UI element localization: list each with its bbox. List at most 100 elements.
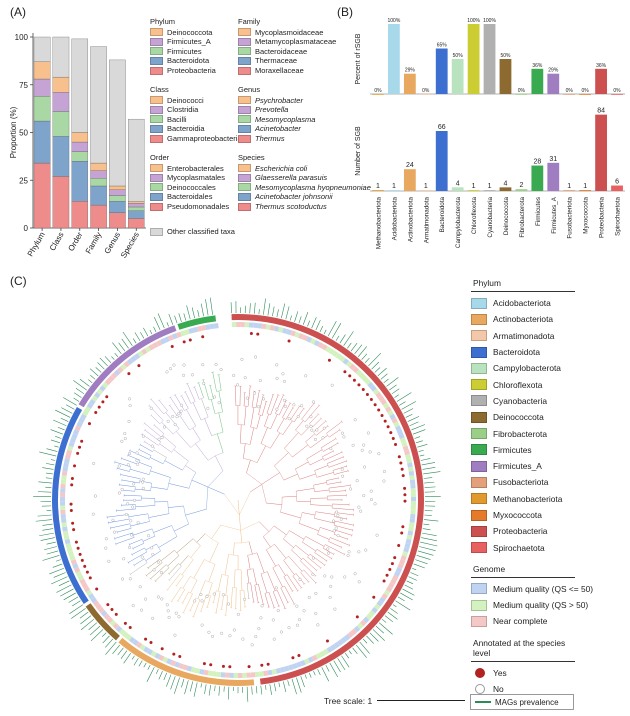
tree-branch [147,567,149,570]
category-label: Armatimonadota [423,197,430,244]
tree-branch [131,553,133,555]
prevalence-spike [413,563,425,569]
tree-branch [286,574,298,591]
tree-branch [267,427,271,430]
tree-branch [286,400,288,402]
tree-branch [267,571,276,591]
percent-bar [563,94,576,95]
prevalence-spike [348,650,352,655]
prevalence-spike [418,449,424,452]
tree-branch [302,557,317,571]
species-dot [105,395,109,399]
legend-order-item: Pseudomonadales [150,202,229,212]
tree-branch [335,438,337,440]
prevalence-spike [406,580,414,585]
tree-branch [260,443,266,446]
tree-branch [133,528,153,536]
prevalence-spike [333,660,341,673]
legend-phylum-label: Campylobacterota [493,363,561,374]
tree-branch [145,560,148,563]
genome-ring-segment [296,661,302,668]
prevalence-spike [372,629,385,641]
bar-segment [52,136,70,177]
legend-species: Species Escherichia coli Glaesserella par… [238,154,371,211]
legend-label: Firmicutes_A [167,37,211,47]
prevalence-spike [402,588,415,596]
tip-node [228,634,232,638]
tree-branch [221,595,224,610]
tip-node [173,633,177,637]
tree-branch [299,406,301,408]
tree-branch [170,396,172,398]
genome-ring-segment [64,538,71,545]
tree-branch [295,468,298,475]
tree-branch [211,538,219,543]
tree-branch [159,399,161,401]
tree-branch [218,374,222,391]
prevalence-spike [131,655,135,660]
x-tick-label: Species [119,231,141,260]
tip-node [342,435,346,439]
tree-branch [129,573,131,575]
prevalence-spike [50,429,64,435]
tree-branch [295,491,297,497]
tree-branch [301,586,303,588]
tree-branch [264,571,268,573]
legend-label: Bacteroidia [167,124,205,134]
species-dot [400,467,404,471]
tree-branch [327,465,329,468]
legend-label: Thermus scotoductus [255,201,327,211]
genome-ring-segment [389,413,396,420]
tree-branch [116,508,136,511]
tree-branch [176,575,184,587]
tree-branch [237,499,240,515]
genome-ring-segment [63,462,69,468]
genome-ring-segment [126,358,134,365]
legend-genome-label: Near complete [493,616,548,627]
tree-branch [303,583,305,585]
tree-branch [195,440,201,444]
tree-branch [301,418,304,421]
prevalence-spike [63,592,76,601]
legend-phylum-label: Actinobacteriota [493,314,554,325]
tree-branch [284,418,287,420]
percent-bar [467,24,480,94]
legend-phylum-label: Fusobacteriota [493,477,549,488]
tree-branch [129,469,131,472]
tip-node [316,623,320,627]
genome-ring-segment [350,628,358,636]
count-bar-label: 28 [533,159,541,166]
tree-branch [294,603,296,605]
genome-ring-segment [186,665,193,672]
tree-branch [166,589,168,591]
percent-bar-label: 0% [613,88,621,94]
tree-branch [326,559,328,561]
bar-segment [52,176,70,229]
legend-phylum-row: Fusobacteriota [471,474,575,490]
prevalence-spike [166,322,169,327]
tip-node [366,431,370,435]
tree-branch [187,382,189,384]
tree-scale-label: Tree scale: 1 [324,696,373,706]
tree-branch [177,589,185,602]
tree-branch [337,441,339,444]
genome-ring-segment [162,656,169,663]
tree-branch [207,455,216,461]
prevalence-spike [323,329,327,335]
prevalence-spike [411,567,417,571]
tree-branch [320,447,323,450]
tree-branch [215,591,221,614]
genome-ring-segment [405,453,412,460]
tree-branch [279,472,284,481]
tip-node [219,368,223,372]
prevalence-spike [104,356,112,363]
legend-phylum-row: Bacteroidota [471,344,575,360]
tree-branch [149,399,152,401]
species-dot [401,474,405,478]
tree-branch [121,479,140,484]
legend-phylum-swatch [471,346,487,358]
tree-branch [121,458,139,465]
prevalence-spike [321,667,329,682]
legend-class-item: Bacilli [150,115,242,125]
genome-ring-segment [408,522,415,528]
